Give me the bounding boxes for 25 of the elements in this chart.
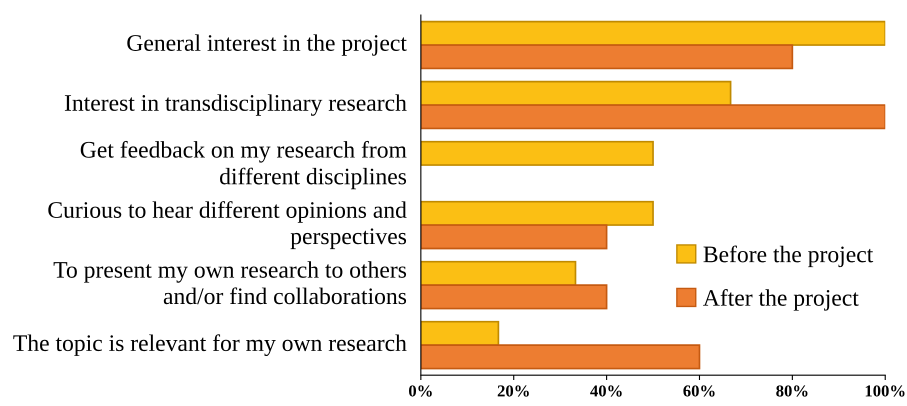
- bar: [420, 260, 576, 286]
- y-tick-label: Curious to hear different opinions and perspectives: [48, 201, 407, 250]
- x-tick-label: 40%: [590, 385, 622, 397]
- bar: [420, 200, 654, 226]
- x-tick-label: 20%: [498, 385, 529, 397]
- y-tick-label: To present my own research to others and/or find collaborations: [54, 261, 406, 304]
- legend-label: After the project: [703, 289, 859, 311]
- x-tick-label: 80%: [776, 385, 808, 397]
- x-tick-label: 0%: [408, 385, 432, 397]
- y-tick-label: Interest in transdisciplinary research: [64, 94, 407, 116]
- bar: [420, 224, 608, 250]
- bar: [420, 44, 794, 70]
- bar: [420, 80, 732, 106]
- y-tick-label: The topic is relevant for my own research: [13, 334, 407, 356]
- bar: [420, 320, 500, 346]
- y-tick-label: Get feedback on my research from different disciplines: [80, 140, 407, 190]
- bar: [420, 344, 700, 370]
- x-tick-label: 100%: [866, 385, 905, 397]
- bar: [420, 104, 886, 130]
- x-tick-label: 60%: [683, 385, 715, 397]
- y-tick-label: General interest in the project: [127, 34, 407, 56]
- bar: [420, 284, 608, 310]
- bar: [420, 140, 654, 166]
- bar: [420, 20, 886, 46]
- legend-label: Before the project: [704, 246, 874, 268]
